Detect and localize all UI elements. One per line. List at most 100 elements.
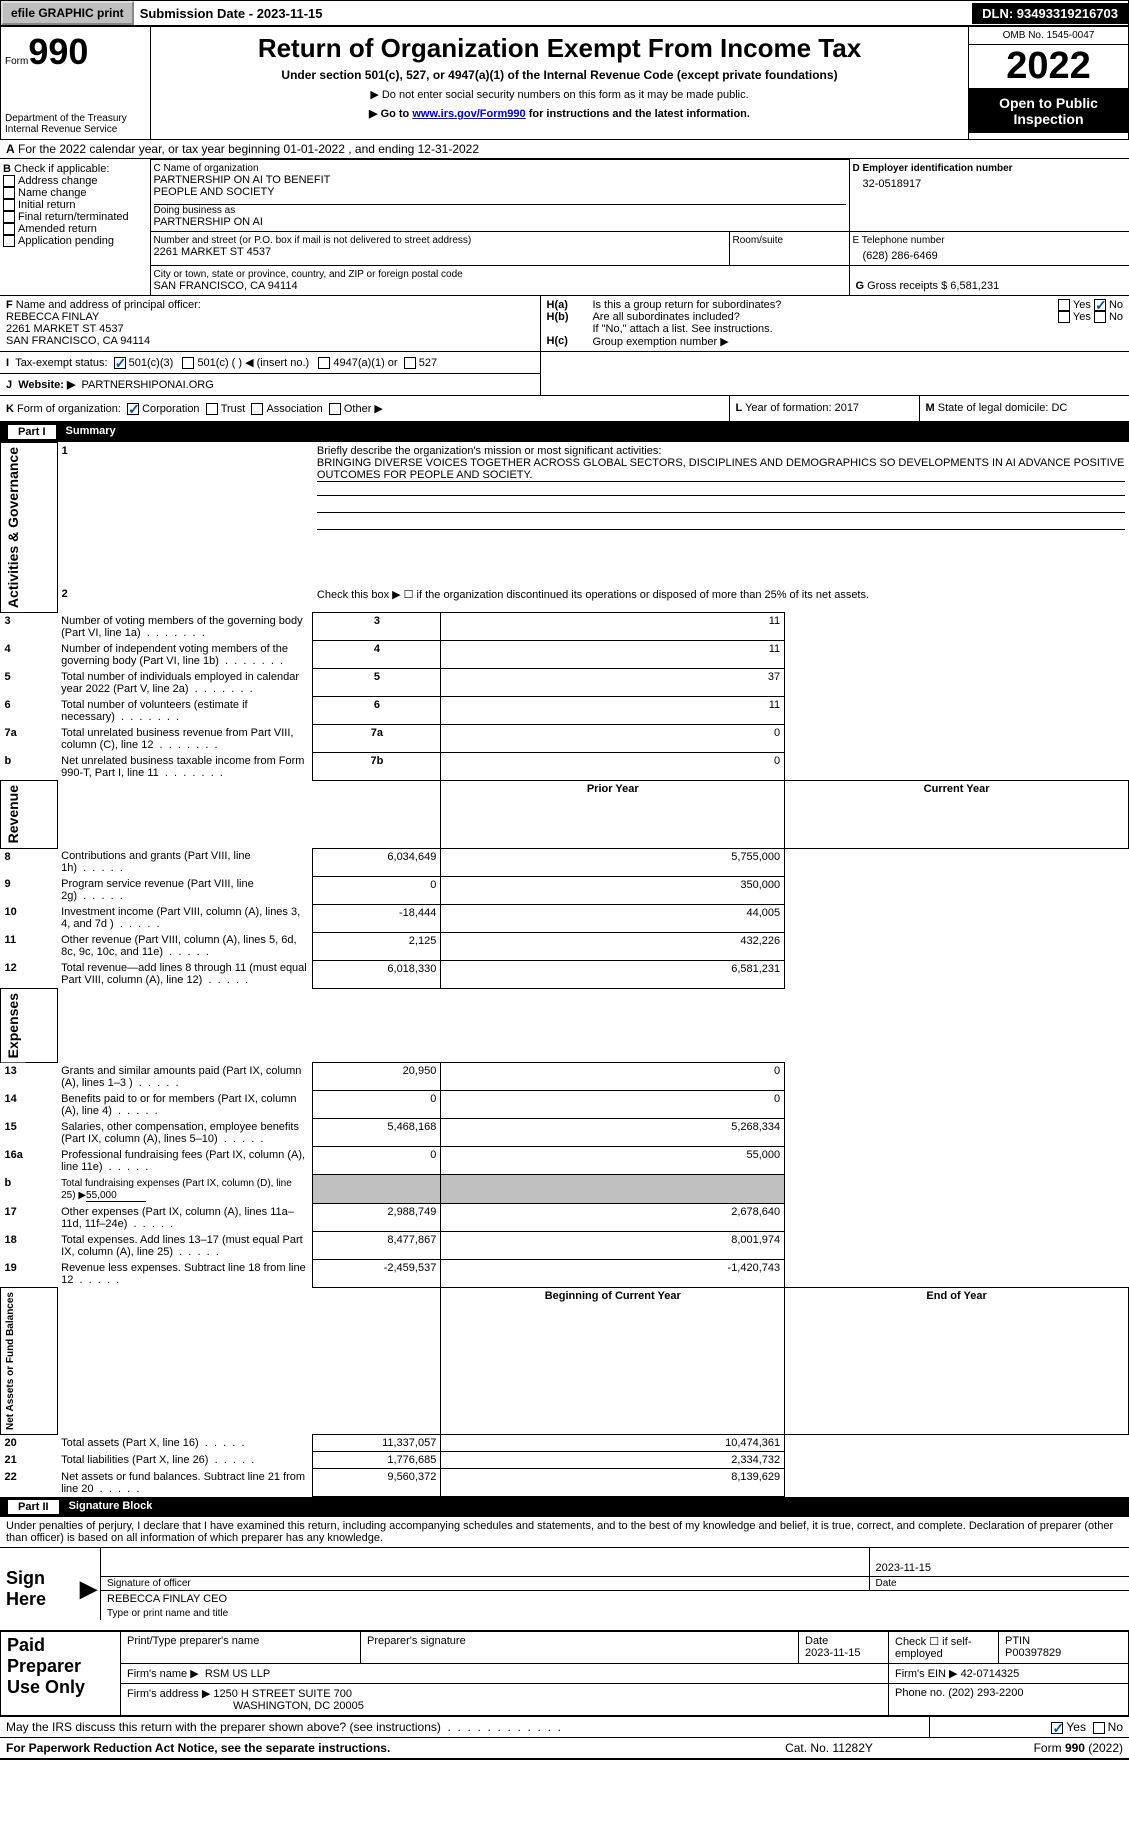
checkbox-hb-no[interactable] — [1094, 311, 1106, 323]
prep-firm-address: Firm's address ▶ 1250 H STREET SUITE 700… — [121, 1684, 889, 1716]
checkbox-501c3[interactable] — [114, 357, 126, 369]
vert-net-assets: Net Assets or Fund Balances — [1, 1288, 20, 1434]
vert-governance: Activities & Governance — [1, 443, 25, 612]
line-8-current: 5,755,000 — [441, 848, 785, 876]
checkbox-ha-yes[interactable] — [1058, 299, 1070, 311]
checkbox-address-change[interactable] — [3, 175, 15, 187]
line-20-text: Total assets (Part X, line 16) . . . . . — [57, 1435, 313, 1452]
topbar: efile GRAPHIC print Submission Date - 20… — [0, 0, 1129, 26]
checkbox-amended[interactable] — [3, 223, 15, 235]
irs-link[interactable]: www.irs.gov/Form990 — [412, 108, 525, 120]
checkbox-initial-return[interactable] — [3, 199, 15, 211]
line-8-text: Contributions and grants (Part VIII, lin… — [57, 848, 313, 876]
line-4-box: 4 — [313, 641, 441, 669]
vert-expenses: Expenses — [1, 989, 25, 1062]
checkbox-name-change[interactable] — [3, 187, 15, 199]
line-15-current: 5,268,334 — [441, 1119, 785, 1147]
checkbox-trust[interactable] — [206, 403, 218, 415]
checkbox-corporation[interactable] — [127, 403, 139, 415]
section-e-phone: E Telephone number (628) 286-6469 — [849, 232, 1129, 266]
checkbox-application-pending[interactable] — [3, 235, 15, 247]
checkbox-discuss-yes[interactable] — [1051, 1722, 1063, 1734]
cat-no: Cat. No. 11282Y — [729, 1738, 929, 1760]
col-current-year: Current Year — [785, 781, 1129, 848]
sig-date-label: Date — [869, 1576, 1129, 1590]
line-8-no: 8 — [1, 848, 58, 876]
line-18-text: Total expenses. Add lines 13–17 (must eq… — [57, 1232, 313, 1260]
line-18-current: 8,001,974 — [441, 1232, 785, 1260]
part-i-header: Part I Summary — [0, 422, 1129, 442]
line-9-prior: 0 — [313, 876, 441, 904]
line-22-text: Net assets or fund balances. Subtract li… — [57, 1469, 313, 1497]
prep-print-name: Print/Type preparer's name — [121, 1632, 361, 1664]
checkbox-final-return[interactable] — [3, 211, 15, 223]
line-8-prior: 6,034,649 — [313, 848, 441, 876]
form-label: Form — [5, 56, 28, 67]
omb-number: OMB No. 1545-0047 — [969, 27, 1128, 45]
section-c-city: City or town, state or province, country… — [150, 266, 849, 296]
line-1-label: Briefly describe the organization's miss… — [313, 443, 1129, 586]
form-title: Return of Organization Exempt From Incom… — [155, 33, 964, 64]
line-3-no: 3 — [1, 613, 58, 641]
line-9-text: Program service revenue (Part VIII, line… — [57, 876, 313, 904]
line-17-current: 2,678,640 — [441, 1204, 785, 1232]
section-j-website: J Website: ▶ PARTNERSHIPONAI.ORG — [0, 374, 540, 396]
line-6-value: 11 — [441, 697, 785, 725]
checkbox-hb-yes[interactable] — [1058, 311, 1070, 323]
section-l-year: L Year of formation: 2017 — [729, 396, 919, 422]
paperwork-notice: For Paperwork Reduction Act Notice, see … — [0, 1738, 729, 1760]
checkbox-association[interactable] — [251, 403, 263, 415]
line-14-current: 0 — [441, 1091, 785, 1119]
line-11-prior: 2,125 — [313, 932, 441, 960]
submission-date: Submission Date - 2023-11-15 — [134, 3, 972, 24]
checkbox-ha-no[interactable] — [1094, 299, 1106, 311]
prep-date: Date2023-11-15 — [799, 1632, 889, 1664]
line-7a-value: 0 — [441, 725, 785, 753]
col-beginning-year: Beginning of Current Year — [441, 1288, 785, 1435]
line-5-text: Total number of individuals employed in … — [57, 669, 313, 697]
prep-firm-name: Firm's name ▶ RSM US LLP — [121, 1664, 889, 1684]
tax-year: 2022 — [969, 45, 1128, 89]
line-4-value: 11 — [441, 641, 785, 669]
line-4-no: 4 — [1, 641, 58, 669]
line-21-text: Total liabilities (Part X, line 26) . . … — [57, 1452, 313, 1469]
line-13-prior: 20,950 — [313, 1063, 441, 1091]
line-11-current: 432,226 — [441, 932, 785, 960]
dept-irs: Internal Revenue Service — [5, 124, 146, 135]
sig-name-label: Type or print name and title — [101, 1607, 1129, 1620]
line-21-current: 2,334,732 — [441, 1452, 785, 1469]
section-m-domicile: M State of legal domicile: DC — [919, 396, 1129, 422]
line-10-text: Investment income (Part VIII, column (A)… — [57, 904, 313, 932]
section-k-form-org: K Form of organization: Corporation Trus… — [0, 396, 729, 422]
line-19-current: -1,420,743 — [441, 1260, 785, 1288]
efile-graphic-print-button[interactable]: efile GRAPHIC print — [1, 1, 134, 25]
line-10-no: 10 — [1, 904, 58, 932]
section-b: B Check if applicable: Address change Na… — [0, 160, 150, 296]
checkbox-other[interactable] — [329, 403, 341, 415]
line-13-current: 0 — [441, 1063, 785, 1091]
dln-number: DLN: 93493319216703 — [972, 3, 1128, 24]
line-7a-box: 7a — [313, 725, 441, 753]
sign-date: 2023-11-15 — [869, 1548, 1129, 1576]
form-footer: Form 990 (2022) — [929, 1738, 1129, 1760]
line-9-current: 350,000 — [441, 876, 785, 904]
checkbox-501c[interactable] — [182, 357, 194, 369]
checkbox-discuss-no[interactable] — [1093, 1722, 1105, 1734]
line-6-text: Total number of volunteers (estimate if … — [57, 697, 313, 725]
line-19-text: Revenue less expenses. Subtract line 18 … — [57, 1260, 313, 1288]
sign-arrow-icon: ▶ — [80, 1548, 100, 1631]
line-13-text: Grants and similar amounts paid (Part IX… — [57, 1063, 313, 1091]
checkbox-4947a1[interactable] — [318, 357, 330, 369]
section-c-street: Number and street (or P.O. box if mail i… — [150, 232, 729, 266]
paid-preparer-label: Paid Preparer Use Only — [1, 1632, 121, 1716]
checkbox-527[interactable] — [404, 357, 416, 369]
line-12-text: Total revenue—add lines 8 through 11 (mu… — [57, 960, 313, 988]
note-goto: ▶ Go to www.irs.gov/Form990 for instruct… — [155, 107, 964, 120]
line-3-text: Number of voting members of the governin… — [57, 613, 313, 641]
line-15-no: 15 — [1, 1119, 58, 1147]
line-20-current: 10,474,361 — [441, 1435, 785, 1452]
section-c-name: C Name of organization PARTNERSHIP ON AI… — [150, 160, 849, 232]
line-10-prior: -18,444 — [313, 904, 441, 932]
line-4-text: Number of independent voting members of … — [57, 641, 313, 669]
line-16a-text: Professional fundraising fees (Part IX, … — [57, 1147, 313, 1175]
